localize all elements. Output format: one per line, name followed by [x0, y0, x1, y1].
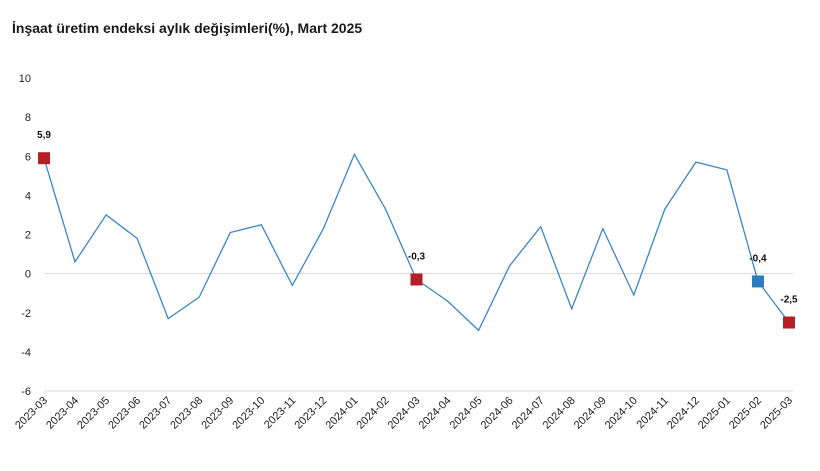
series-line: [43, 152, 790, 332]
x-tick-label: 2023-07: [137, 395, 174, 432]
y-tick-label: 6: [25, 151, 31, 163]
data-label: -2,5: [780, 295, 798, 306]
chart-title: İnşaat üretim endeksi aylık değişimleri(…: [12, 20, 363, 36]
data-label: 5,9: [37, 130, 51, 141]
x-tick-label: 2024-04: [417, 395, 454, 432]
data-point-marker: [410, 273, 423, 286]
y-tick-label: 8: [25, 112, 31, 124]
x-tick-label: 2024-02: [355, 395, 392, 432]
y-tick-label: -6: [21, 386, 31, 398]
x-tick-label: 2024-09: [572, 395, 609, 432]
y-axis-ticks: 10 8 6 4 2 0 -2 -4 -6: [19, 73, 31, 398]
x-tick-label: 2025-03: [758, 395, 795, 432]
data-point-marker: [783, 316, 795, 329]
x-tick-label: 2024-06: [479, 395, 516, 432]
y-tick-label: 2: [25, 230, 31, 242]
x-tick-label: 2023-06: [106, 395, 143, 432]
highlight-markers: 5,9 -0,3 -0,4 -2,5: [37, 130, 798, 329]
y-tick-label: -4: [21, 347, 31, 359]
x-tick-label: 2024-07: [510, 395, 547, 432]
x-tick-label: 2023-04: [44, 395, 81, 432]
x-tick-label: 2025-01: [696, 395, 733, 432]
x-tick-label: 2024-03: [386, 395, 423, 432]
x-tick-label: 2024-12: [665, 395, 702, 432]
x-tick-label: 2023-10: [230, 395, 267, 432]
x-tick-label: 2023-12: [292, 395, 329, 432]
x-tick-label: 2023-08: [168, 395, 205, 432]
y-tick-label: -2: [21, 308, 31, 320]
data-point-marker: [38, 152, 50, 165]
x-tick-label: 2023-11: [262, 395, 298, 431]
x-tick-label: 2023-09: [199, 395, 236, 432]
x-tick-label: 2023-05: [75, 395, 112, 432]
data-point-marker: [751, 275, 764, 288]
x-tick-label: 2024-11: [634, 395, 670, 431]
x-tick-label: 2024-05: [448, 395, 485, 432]
data-label: -0,4: [749, 253, 767, 264]
x-tick-label: 2025-02: [727, 395, 764, 432]
x-tick-label: 2024-08: [541, 395, 578, 432]
data-label: -0,3: [408, 251, 426, 262]
x-tick-label: 2023-03: [13, 395, 50, 432]
x-tick-label: 2024-10: [603, 395, 640, 432]
y-tick-label: 4: [25, 190, 31, 202]
y-tick-label: 0: [25, 269, 31, 281]
y-tick-label: 10: [19, 73, 31, 85]
x-tick-label: 2024-01: [324, 395, 361, 432]
x-axis-ticks: 2023-032023-042023-052023-062023-072023-…: [13, 395, 795, 432]
